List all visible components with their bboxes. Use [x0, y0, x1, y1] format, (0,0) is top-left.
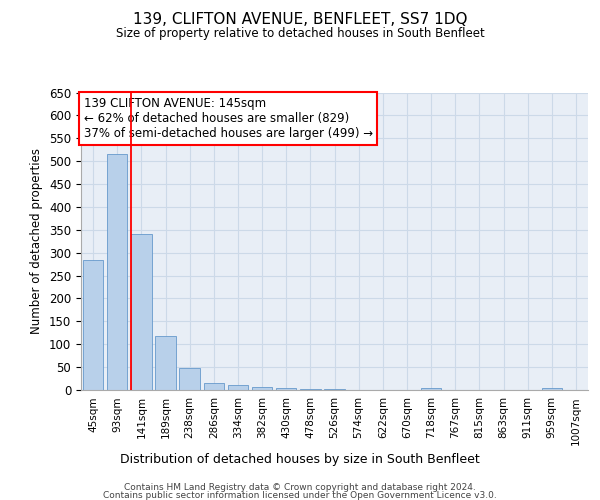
Bar — [203, 383, 224, 390]
Bar — [300, 388, 320, 390]
Text: Contains HM Land Registry data © Crown copyright and database right 2024.: Contains HM Land Registry data © Crown c… — [124, 482, 476, 492]
Text: 139, CLIFTON AVENUE, BENFLEET, SS7 1DQ: 139, CLIFTON AVENUE, BENFLEET, SS7 1DQ — [133, 12, 467, 28]
Bar — [131, 234, 152, 390]
Bar — [421, 388, 442, 390]
Bar — [252, 387, 272, 390]
Bar — [83, 260, 103, 390]
Bar — [107, 154, 127, 390]
Text: Contains public sector information licensed under the Open Government Licence v3: Contains public sector information licen… — [103, 491, 497, 500]
Text: 139 CLIFTON AVENUE: 145sqm
← 62% of detached houses are smaller (829)
37% of sem: 139 CLIFTON AVENUE: 145sqm ← 62% of deta… — [83, 97, 373, 140]
Bar — [276, 388, 296, 390]
Bar — [155, 336, 176, 390]
Bar — [227, 386, 248, 390]
Bar — [542, 388, 562, 390]
Bar — [324, 389, 345, 390]
Text: Distribution of detached houses by size in South Benfleet: Distribution of detached houses by size … — [120, 452, 480, 466]
Y-axis label: Number of detached properties: Number of detached properties — [31, 148, 43, 334]
Bar — [179, 368, 200, 390]
Text: Size of property relative to detached houses in South Benfleet: Size of property relative to detached ho… — [116, 28, 484, 40]
